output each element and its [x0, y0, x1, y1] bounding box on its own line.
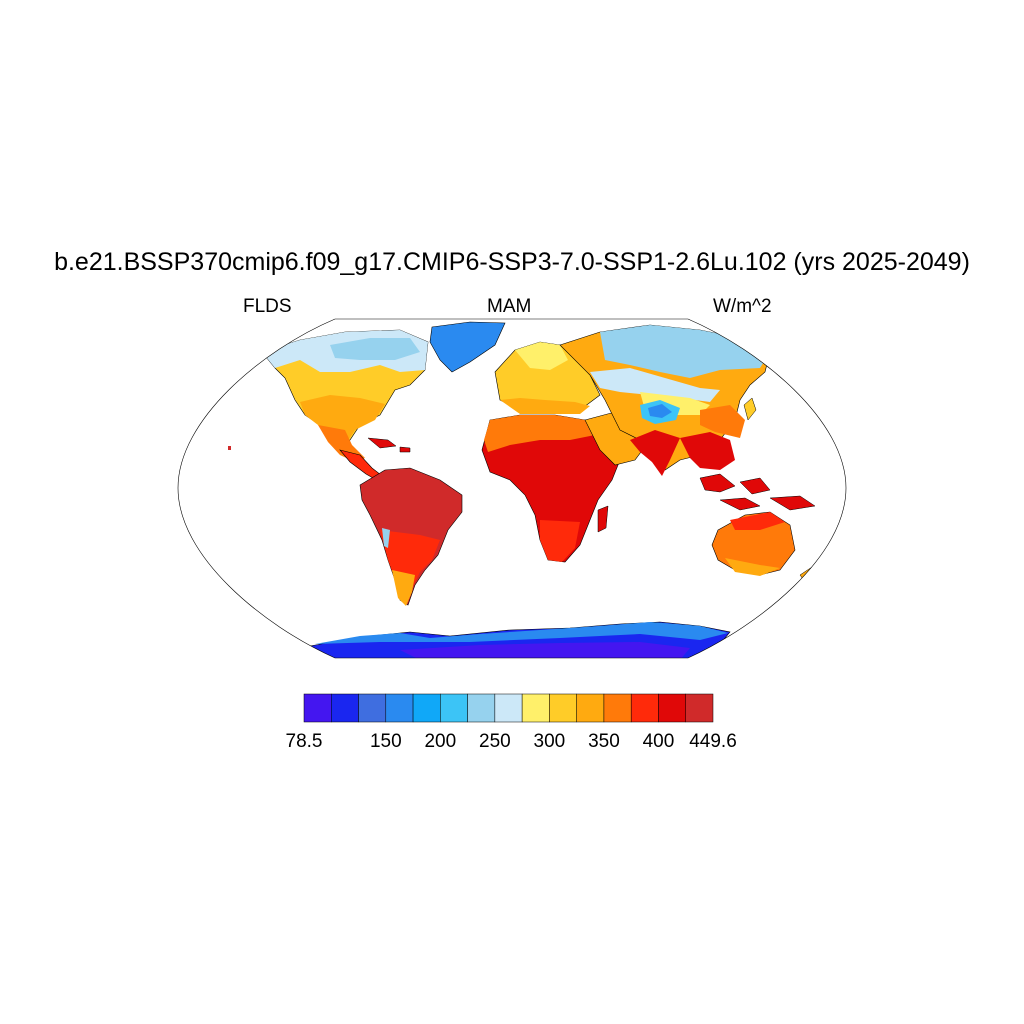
colorbar-swatch [467, 693, 496, 723]
patagonia-band [392, 570, 415, 606]
andes-band [382, 528, 390, 548]
australia-region [711, 511, 796, 576]
colorbar-swatch [385, 693, 414, 723]
map-outline [177, 318, 847, 659]
mediterranean-band [500, 398, 590, 414]
australia-north-band [730, 512, 785, 530]
us-south-band [300, 395, 385, 445]
colorbar-swatch [630, 693, 659, 723]
east-asia-band [700, 405, 745, 438]
tibet-core [648, 404, 672, 418]
season-label: MAM [487, 296, 532, 317]
colorbar-swatch [412, 693, 441, 723]
southeast-asia-band [680, 432, 735, 470]
maritime-continent-region [699, 473, 816, 511]
india-band [630, 430, 680, 476]
madagascar [597, 505, 609, 533]
colorbar [303, 693, 714, 723]
japan-islands [743, 397, 757, 421]
colorbar-swatch [494, 693, 523, 723]
colorbar-swatch [521, 693, 550, 723]
colorbar-tick-label: 350 [588, 731, 620, 752]
antarctica-interior [400, 642, 690, 658]
new-zealand [799, 564, 821, 583]
colorbar-swatch [303, 693, 332, 723]
units-label: W/m^2 [713, 296, 772, 317]
map-land-layer [228, 321, 821, 658]
scandinavia-band [515, 342, 568, 370]
hawaii-islands [228, 446, 231, 450]
colorbar-tick-label: 300 [533, 731, 566, 752]
colorbar-swatch [440, 693, 468, 723]
southern-africa-band [540, 520, 580, 562]
australia-south-band [725, 558, 780, 576]
central-asia-band [590, 368, 720, 402]
colorbar-swatch [549, 693, 577, 723]
colorbar-swatch [658, 693, 686, 723]
colorbar-tick-label: 449.6 [689, 731, 737, 752]
colorbar-tick-label: 150 [369, 731, 402, 752]
colorbar-tick-label: 400 [642, 731, 675, 752]
south-america-south-band [380, 530, 440, 600]
colorbar-swatch [331, 693, 359, 723]
colorbar-swatch [603, 693, 632, 723]
greenland-region [429, 321, 506, 373]
canada-arctic-core [330, 338, 420, 360]
colorbar-swatch [576, 693, 605, 723]
colorbar-tick-label: 200 [424, 731, 457, 752]
variable-label: FLDS [243, 296, 292, 317]
antarctica-coast-band [315, 622, 728, 644]
colorbar-tick-label: 250 [479, 731, 511, 752]
mexico-band [318, 425, 365, 462]
colorbar-swatch [685, 693, 714, 723]
caribbean-islands [367, 437, 411, 453]
colorbar-swatch [358, 693, 387, 723]
page-title: b.e21.BSSP370cmip6.f09_g17.CMIP6-SSP3-7.… [54, 248, 970, 276]
colorbar-tick-label: 78.5 [285, 731, 323, 752]
sahara-band [484, 415, 595, 452]
